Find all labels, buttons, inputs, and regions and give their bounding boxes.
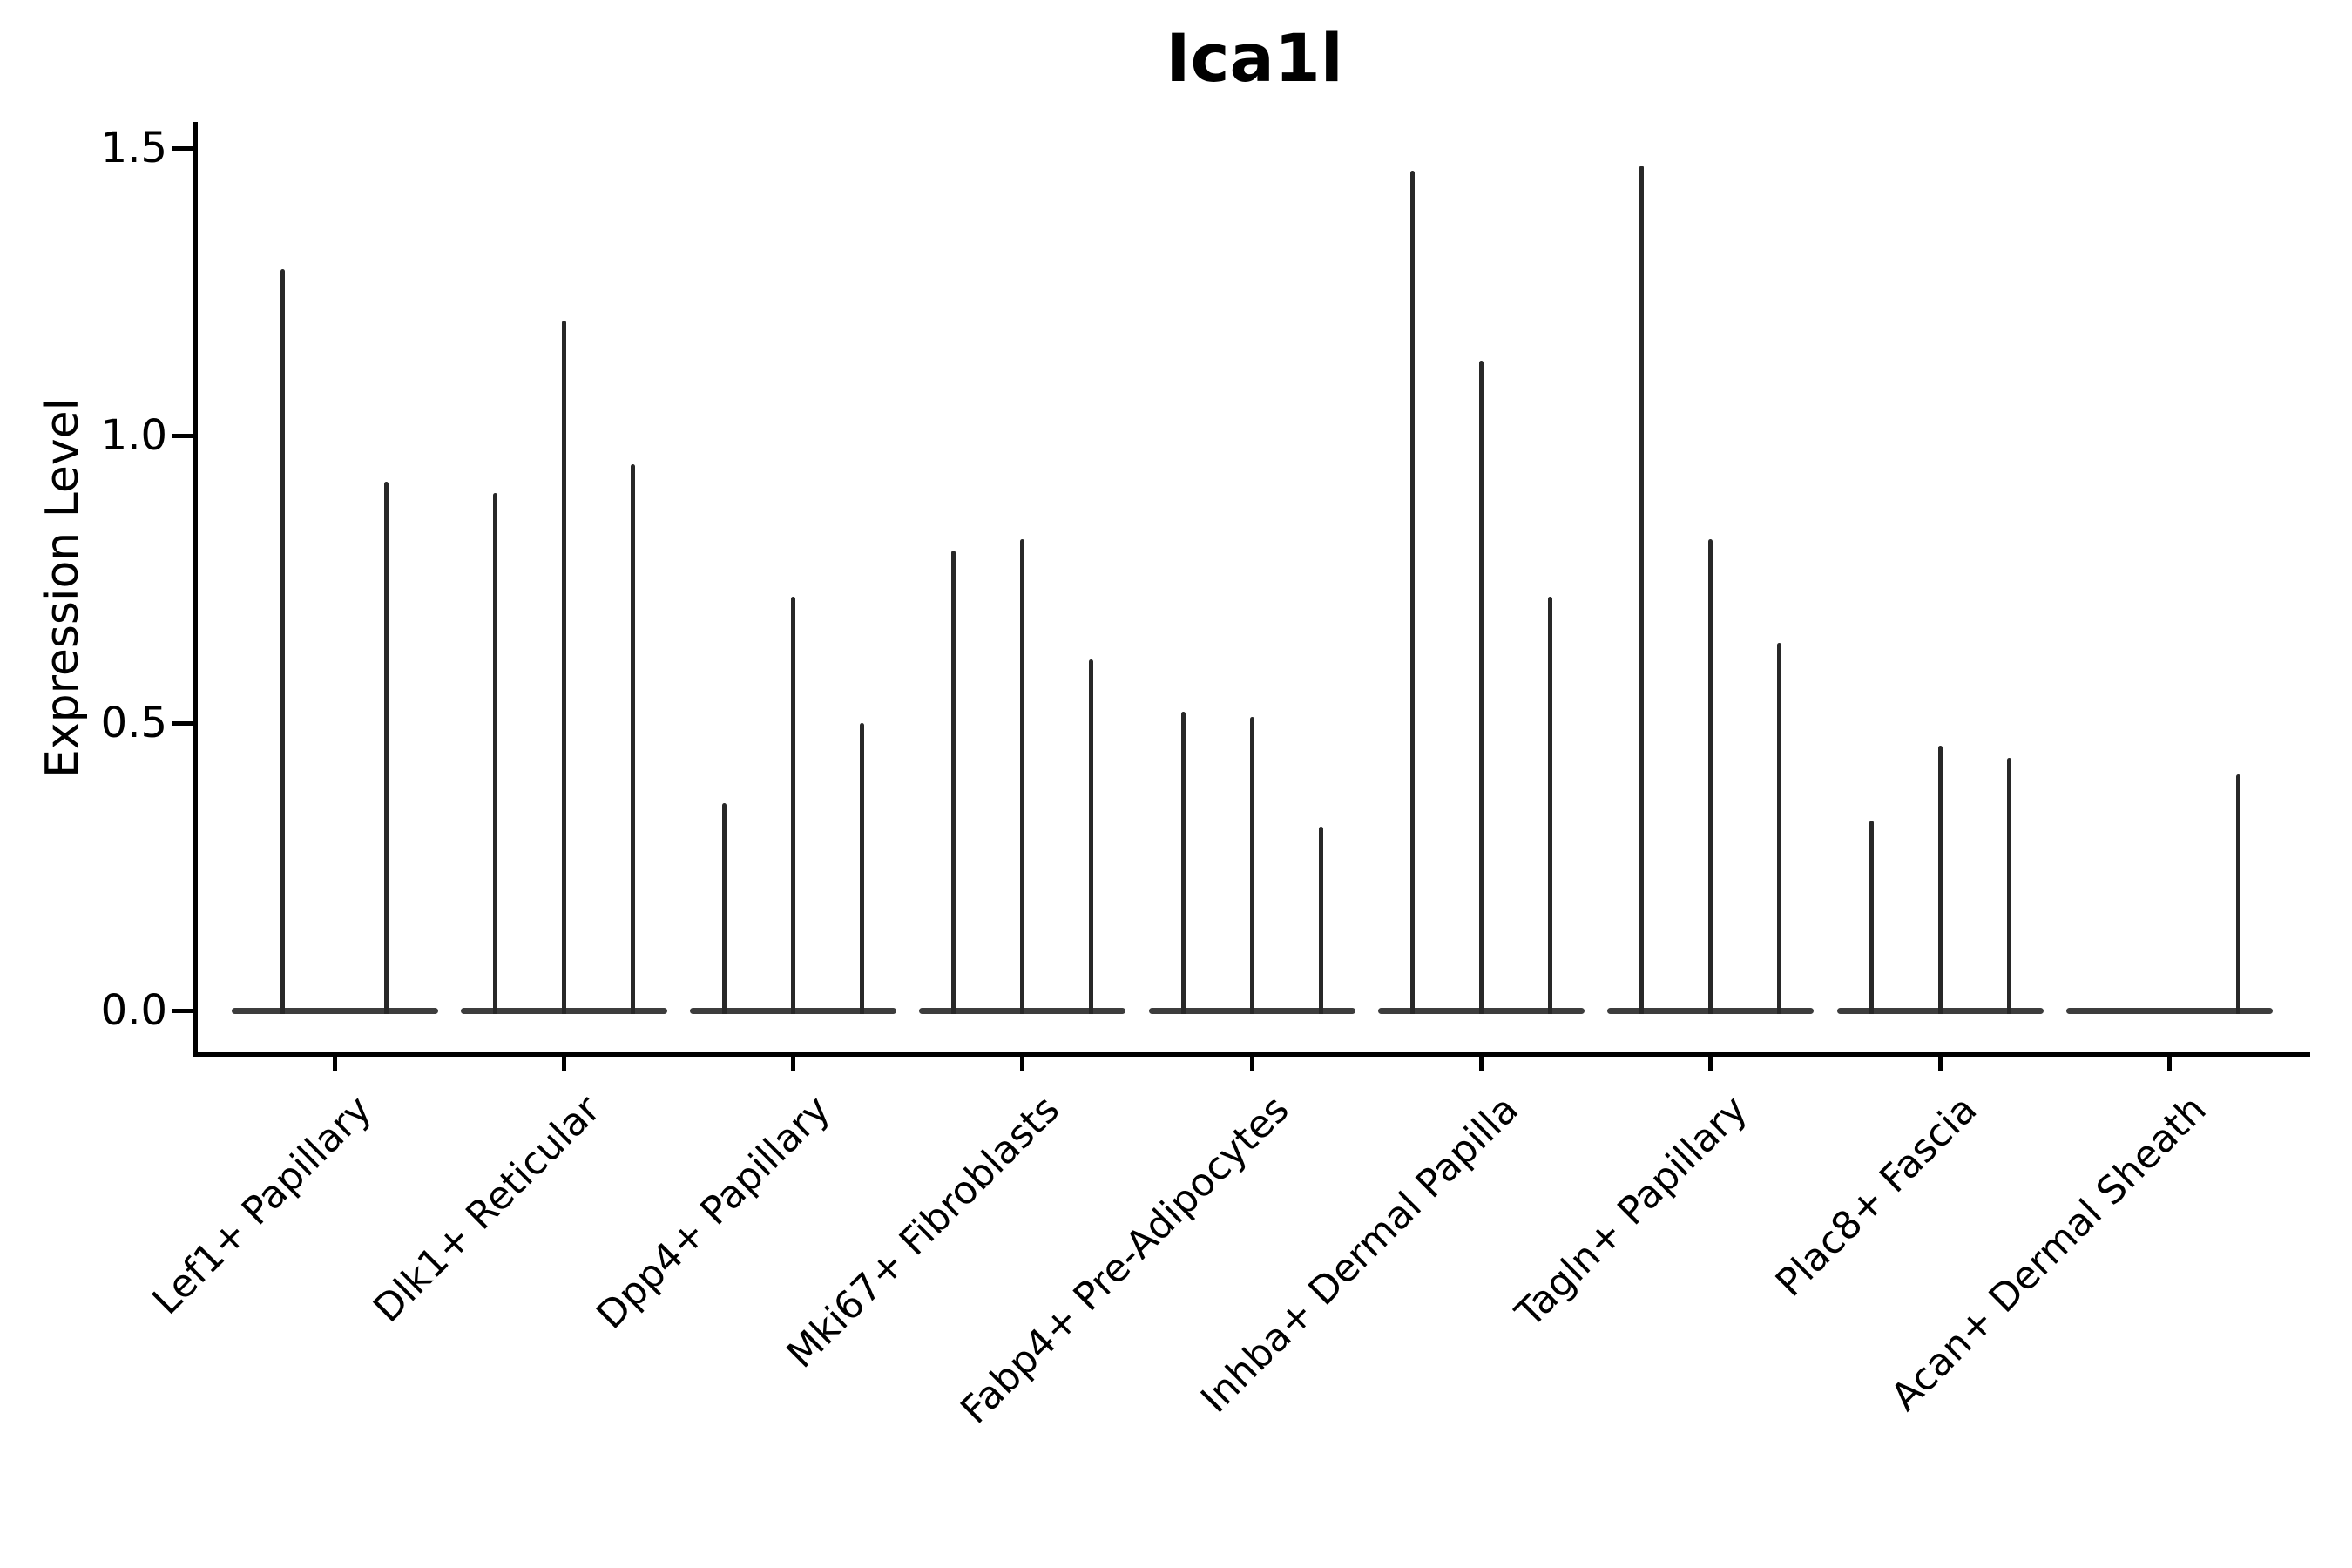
y-tick-label: 1.0 (100, 411, 167, 460)
violin-spike (1249, 717, 1254, 1014)
violin-spike (1639, 165, 1645, 1014)
x-tick-mark (1937, 1057, 1943, 1071)
violin-spike (1937, 746, 1943, 1014)
violin-spike (2235, 774, 2240, 1014)
violin-spike (2006, 757, 2011, 1014)
x-tick-mark (1708, 1057, 1713, 1071)
x-tick-label: Lef1+ Papillary (143, 1087, 381, 1324)
violin-spike (722, 803, 727, 1014)
violin-spike (1548, 596, 1552, 1014)
violin-spike (1869, 821, 1874, 1014)
violin-spike (383, 481, 389, 1014)
y-tick-mark (172, 1008, 193, 1013)
violin-spike (1180, 711, 1186, 1014)
x-tick-label: Dpp4+ Papillary (588, 1087, 839, 1338)
violin-base (231, 1008, 438, 1014)
y-tick-label: 0.5 (100, 699, 167, 747)
violin-spike (1410, 171, 1415, 1014)
violin-spike (630, 464, 635, 1014)
violin-spike (280, 268, 286, 1014)
x-tick-mark (791, 1057, 796, 1071)
y-tick-label: 0.0 (100, 986, 167, 1035)
x-tick-mark (1479, 1057, 1484, 1071)
violin-spike (860, 723, 865, 1014)
violin-spike (492, 493, 497, 1014)
violin-spike (1708, 538, 1713, 1014)
x-axis-spine (193, 1052, 2310, 1057)
x-tick-mark (1020, 1057, 1025, 1071)
violin-spike (1777, 642, 1782, 1014)
y-axis-spine (193, 122, 198, 1057)
x-tick-mark (561, 1057, 566, 1071)
violin-base (2065, 1008, 2273, 1014)
y-tick-mark (172, 433, 193, 438)
violin-spike (1479, 361, 1484, 1014)
violin-spike (1318, 826, 1323, 1014)
x-tick-label: Tagln+ Papillary (1507, 1087, 1756, 1336)
x-tick-mark (2166, 1057, 2172, 1071)
x-tick-mark (332, 1057, 337, 1071)
x-tick-label: Dlk1+ Reticular (365, 1087, 610, 1331)
violin-spike (1089, 659, 1094, 1014)
violin-spike (951, 551, 956, 1014)
violin-spike (561, 321, 566, 1014)
violin-spike (791, 596, 796, 1014)
x-tick-label: Plac8+ Fascia (1767, 1087, 1986, 1306)
y-tick-label: 1.5 (100, 124, 167, 172)
x-tick-mark (1249, 1057, 1254, 1071)
chart-title: Ica1l (1166, 19, 1343, 97)
violin-spike (1020, 538, 1025, 1014)
y-tick-mark (172, 720, 193, 726)
y-tick-mark (172, 145, 193, 151)
